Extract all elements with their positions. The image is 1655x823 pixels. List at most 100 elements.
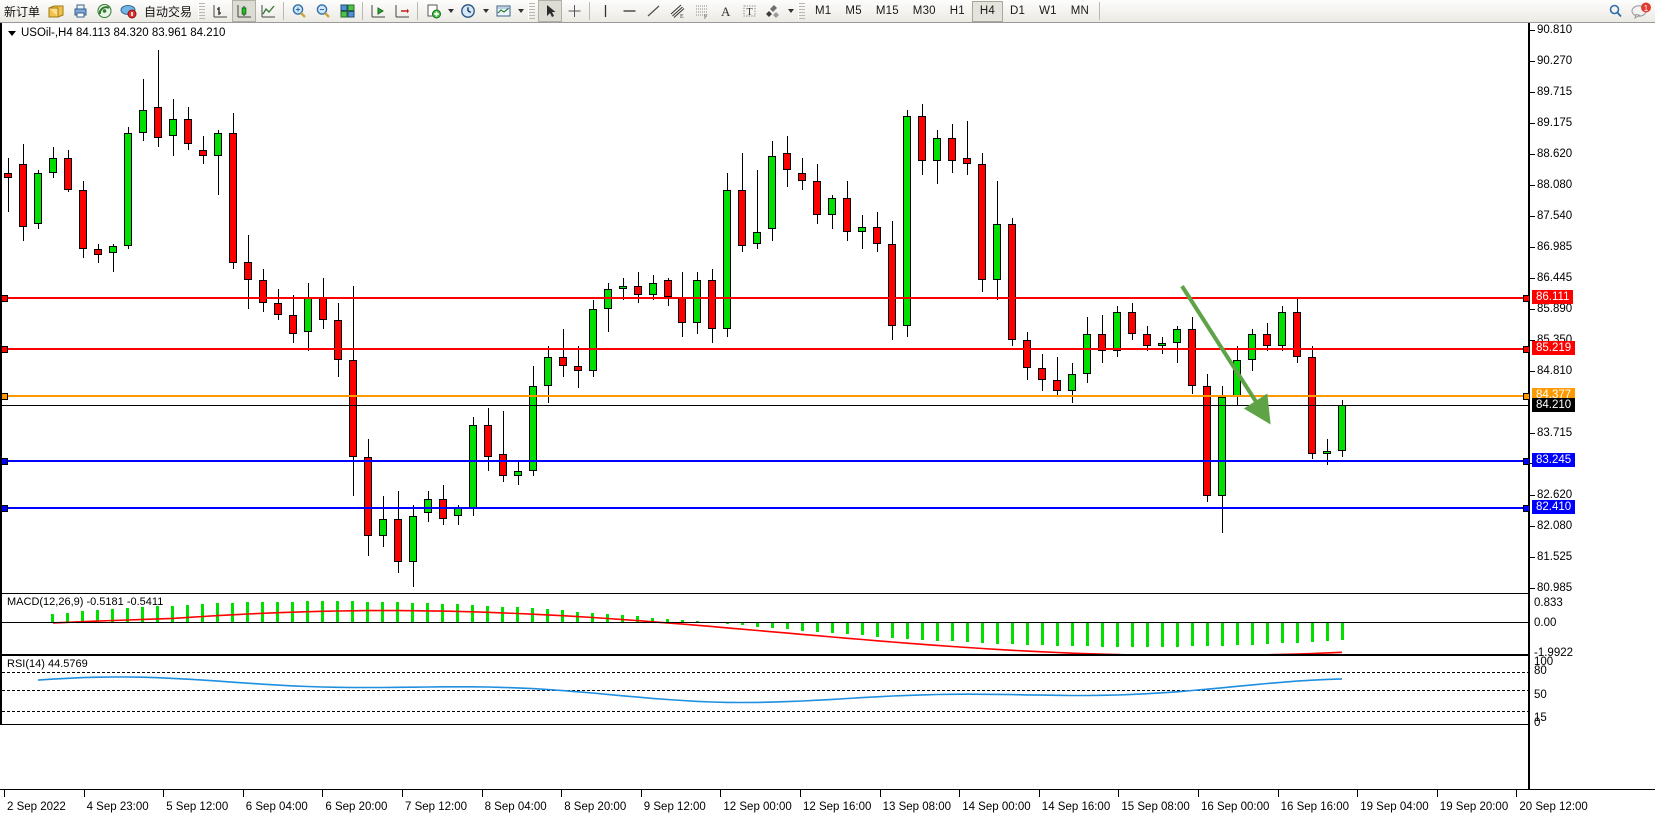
folder-icon[interactable] [44, 0, 68, 22]
price-tag-black[interactable]: 84.210 [1532, 397, 1576, 412]
zoom-in-icon[interactable] [287, 0, 311, 22]
svg-text:E: E [680, 14, 684, 19]
autotrading-button[interactable]: 自动交易 [144, 4, 193, 19]
vertical-line-icon[interactable] [593, 0, 617, 22]
level-anchor-handle[interactable] [2, 345, 8, 353]
equidistant-channel-icon[interactable]: E [665, 0, 689, 22]
timeframe-w1[interactable]: W1 [1039, 5, 1057, 17]
price-tick [1530, 432, 1535, 434]
toolbar-grip-timeframes[interactable] [798, 2, 806, 20]
new-order-button[interactable]: 新订单 [4, 4, 41, 19]
macd-pane[interactable]: MACD(12,26,9) -0.5181 -0.5411 [0, 593, 1530, 655]
rsi-pane[interactable]: RSI(14) 44.5769 [0, 655, 1530, 725]
level-line-last-price[interactable] [2, 404, 1530, 406]
price-scale[interactable]: 90.810 90.270 89.715 89.175 88.620 88.080 87.5… [1530, 23, 1655, 789]
zoom-out-icon[interactable] [311, 0, 335, 22]
timeframe-d1[interactable]: D1 [1010, 5, 1026, 17]
chart-shift-icon[interactable] [366, 0, 390, 22]
timeframe-m30[interactable]: M30 [912, 5, 936, 17]
search-icon[interactable] [1603, 0, 1627, 22]
candle-body [424, 499, 432, 514]
price-tag-blue[interactable]: 82.410 [1532, 500, 1576, 515]
period-dropdown[interactable] [480, 0, 491, 22]
chevron-down-icon[interactable] [8, 30, 16, 36]
candle-body [34, 172, 42, 224]
level-line-support-2[interactable] [2, 505, 1530, 513]
rsi-label: RSI(14) 44.5769 [7, 658, 88, 670]
bar-chart-icon[interactable] [208, 0, 232, 22]
candle-body [1278, 311, 1286, 346]
rsi-tick-label: 15 [1534, 712, 1547, 724]
macd-bar [666, 618, 669, 622]
horizontal-line-icon[interactable] [617, 0, 641, 22]
time-tick [640, 790, 642, 797]
timeframe-h4[interactable]: H4 [971, 0, 1003, 22]
timeframe-h1[interactable]: H1 [949, 5, 965, 17]
rsi-level-80 [2, 672, 1530, 673]
level-anchor-handle[interactable] [2, 294, 8, 302]
printer-icon[interactable] [68, 0, 92, 22]
timeframe-mn[interactable]: MN [1070, 5, 1090, 17]
alerts-icon[interactable]: 1 [1627, 0, 1655, 22]
timeframe-m15[interactable]: M15 [875, 5, 899, 17]
candlestick-chart-icon[interactable] [232, 0, 257, 22]
trendline-icon[interactable] [641, 0, 665, 22]
macd-bar [276, 601, 279, 622]
toolbar-grip-tools[interactable] [528, 2, 536, 20]
macd-bar [891, 622, 894, 638]
line-chart-icon[interactable] [256, 0, 280, 22]
signals-icon[interactable] [92, 0, 116, 22]
auto-scroll-icon[interactable] [390, 0, 414, 22]
price-tick-label: 82.080 [1537, 519, 1573, 532]
rsi-level-50 [2, 690, 1530, 691]
text-icon[interactable]: A [713, 0, 737, 22]
level-anchor-handle[interactable] [2, 457, 8, 465]
fibonacci-icon[interactable]: F [689, 0, 713, 22]
text-label-icon[interactable]: T [737, 0, 761, 22]
autotrading-icon[interactable] [116, 0, 140, 22]
candle-body [798, 172, 806, 182]
price-tag-blue[interactable]: 83.245 [1532, 452, 1576, 467]
objects-icon[interactable] [761, 0, 785, 22]
add-indicator-icon[interactable] [421, 0, 445, 22]
price-tick [1530, 277, 1535, 279]
templates-icon[interactable] [491, 0, 515, 22]
level-anchor-handle[interactable] [1523, 505, 1530, 513]
cursor-icon[interactable] [538, 0, 563, 22]
tile-windows-icon[interactable] [335, 0, 359, 22]
level-anchor-handle[interactable] [1523, 393, 1530, 401]
time-axis[interactable]: 2 Sep 2022 4 Sep 23:00 5 Sep 12:00 6 Sep 04… [0, 789, 1655, 823]
timeframe-m5[interactable]: M5 [845, 5, 862, 17]
templates-dropdown[interactable] [515, 0, 526, 22]
level-anchor-handle[interactable] [1523, 457, 1530, 465]
add-indicator-dropdown[interactable] [445, 0, 456, 22]
toolbar-grip-charts[interactable] [198, 2, 206, 20]
price-tag-red[interactable]: 86.111 [1532, 289, 1574, 304]
level-line-resistance-1[interactable] [2, 294, 1530, 302]
candle-wick [1177, 325, 1178, 363]
price-tick [1530, 122, 1535, 124]
macd-bar [141, 607, 144, 622]
price-tick-label: 89.715 [1537, 86, 1573, 99]
price-tick [1530, 370, 1535, 372]
level-anchor-handle[interactable] [2, 393, 8, 401]
candle-body [1173, 328, 1181, 343]
price-tick [1530, 215, 1535, 217]
level-anchor-handle[interactable] [1523, 294, 1530, 302]
crosshair-icon[interactable] [562, 0, 586, 22]
macd-bar [1041, 622, 1044, 646]
level-line-resistance-2[interactable] [2, 345, 1530, 353]
candle-body [574, 365, 582, 372]
price-pane[interactable]: USOil-,H4 84.113 84.320 83.961 84.210 [0, 23, 1530, 593]
level-anchor-handle[interactable] [2, 505, 8, 513]
macd-bar [66, 612, 69, 622]
objects-dropdown[interactable] [785, 0, 796, 22]
down-trend-arrow[interactable] [2, 23, 1530, 593]
timeframe-m1[interactable]: M1 [815, 5, 832, 17]
period-icon[interactable] [456, 0, 480, 22]
level-anchor-handle[interactable] [1523, 345, 1530, 353]
level-line-pivot[interactable] [2, 393, 1530, 401]
level-line-support-1[interactable] [2, 457, 1530, 465]
candle-body [1038, 368, 1046, 380]
price-tag-red[interactable]: 85.219 [1532, 340, 1576, 355]
